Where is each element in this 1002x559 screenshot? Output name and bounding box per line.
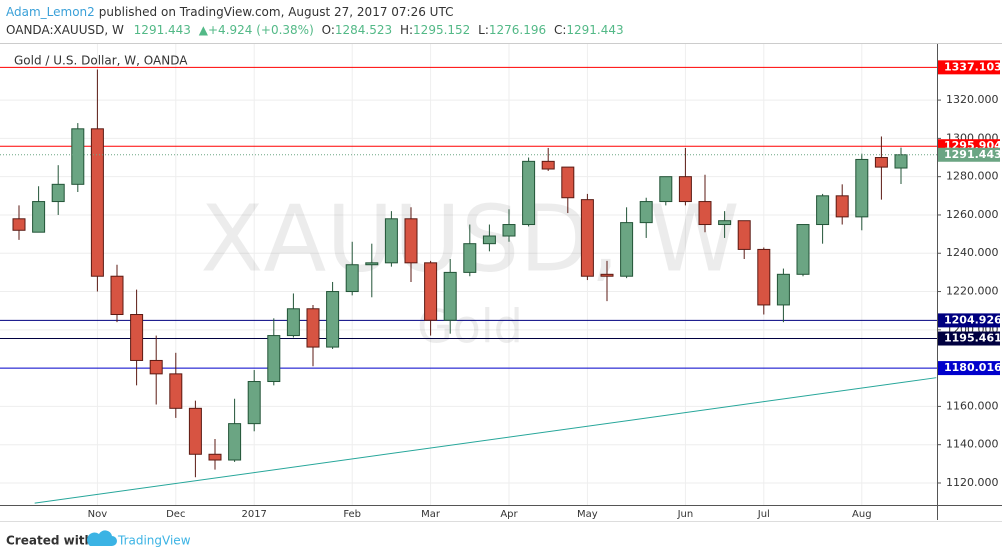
candle-body: [835, 195, 849, 218]
ohlc-label: O:: [322, 23, 335, 37]
candle-body: [365, 262, 379, 266]
candle-body: [463, 243, 477, 273]
header-line: Adam_Lemon2 published on TradingView.com,…: [6, 5, 453, 19]
footer-created: Created with: [6, 534, 93, 548]
candle-body: [620, 222, 634, 277]
price-label-bg: [938, 60, 1000, 75]
y-tick-label: 1260.000: [946, 208, 999, 221]
candle-body: [247, 381, 261, 425]
candle-body: [776, 273, 790, 306]
candle-body: [169, 373, 183, 409]
candle-body: [639, 201, 653, 224]
candle-body: [561, 166, 575, 199]
candle-body: [443, 271, 457, 321]
candle-body: [600, 273, 614, 277]
x-tick-label: Nov: [88, 509, 108, 520]
axes: 1120.0001140.0001160.0001180.0001200.000…: [88, 60, 1002, 520]
candle-body: [522, 160, 536, 226]
x-tick-label: Jul: [757, 509, 770, 520]
price-label-bg: [938, 331, 1000, 346]
up-arrow: ▲: [199, 23, 209, 37]
change: +4.924 (+0.38%): [208, 23, 314, 37]
trendline: [34, 377, 937, 504]
candle-body: [659, 176, 673, 203]
price-label-bg: [938, 313, 1000, 328]
price-label-bg: [938, 147, 1000, 162]
price-label: 1204.926: [944, 313, 1002, 326]
candle-body: [404, 218, 418, 264]
candle-body: [424, 262, 438, 321]
tradingview-logo: [87, 530, 117, 546]
price-label: 1291.443: [944, 148, 1002, 161]
candle-body: [286, 308, 300, 337]
candle-body: [71, 128, 85, 185]
y-tick-label: 1120.000: [946, 476, 999, 489]
x-tick-label: May: [577, 509, 598, 520]
candle-body: [796, 224, 810, 275]
candle-body: [541, 160, 555, 170]
price-label: 1195.461: [944, 332, 1002, 345]
candle-body: [228, 423, 242, 461]
author[interactable]: Adam_Lemon2: [6, 5, 95, 19]
footer-brand[interactable]: TradingView: [117, 534, 191, 548]
candle-body: [757, 248, 771, 306]
ohlc-value: 1295.152: [413, 23, 470, 37]
candle-body: [110, 275, 124, 316]
candle-body: [737, 220, 751, 250]
candle-body: [502, 224, 516, 237]
symbol-line: OANDA:XAUUSD, W 1291.443 ▲+4.924 (+0.38%…: [6, 23, 624, 37]
y-tick-label: 1320.000: [946, 93, 999, 106]
x-tick-label: 2017: [241, 509, 266, 520]
ohlc-value: 1291.443: [566, 23, 623, 37]
ohlc-value: 1284.523: [335, 23, 392, 37]
symbol: OANDA:XAUUSD, W: [6, 23, 124, 37]
price-label: 1180.016: [944, 361, 1002, 374]
candle-body: [482, 235, 496, 245]
candle-body: [208, 453, 222, 461]
candle-body: [855, 158, 869, 218]
candle-body: [678, 176, 692, 203]
price-label: 1337.103: [944, 60, 1002, 73]
candle-body: [894, 154, 908, 169]
candle-body: [149, 359, 163, 375]
y-tick-label: 1140.000: [946, 438, 999, 451]
candle-body: [698, 201, 712, 226]
x-tick-label: Aug: [852, 509, 872, 520]
x-tick-label: Dec: [166, 509, 185, 520]
candle-body: [267, 335, 281, 383]
candle-body: [816, 195, 830, 226]
ohlc-label: H:: [400, 23, 413, 37]
candle-body: [51, 183, 65, 203]
candle-body: [345, 264, 359, 293]
x-tick-label: Mar: [421, 509, 441, 520]
candle-body: [326, 291, 340, 348]
ohlc-label: L:: [478, 23, 489, 37]
last-price: 1291.443: [134, 23, 191, 37]
x-tick-label: Feb: [343, 509, 361, 520]
candle-body: [188, 407, 202, 455]
chart-title: Gold / U.S. Dollar, W, OANDA: [14, 54, 188, 68]
plot: [0, 66, 937, 504]
published: published on TradingView.com, August 27,…: [99, 5, 454, 19]
y-tick-label: 1160.000: [946, 399, 999, 412]
y-tick-label: 1280.000: [946, 170, 999, 183]
candle-body: [32, 201, 46, 233]
y-tick-label: 1240.000: [946, 246, 999, 259]
candle-body: [874, 157, 888, 168]
candle-body: [384, 218, 398, 264]
candle-body: [130, 314, 144, 361]
price-label-bg: [938, 361, 1000, 376]
x-tick-label: Jun: [677, 509, 694, 520]
candle-body: [580, 199, 594, 277]
ohlc-label: C:: [554, 23, 566, 37]
candle-body: [718, 220, 732, 226]
candle-body: [306, 308, 320, 348]
x-tick-label: Apr: [500, 509, 518, 520]
candle-body: [12, 218, 26, 231]
y-tick-label: 1220.000: [946, 285, 999, 298]
candle-body: [90, 128, 104, 277]
ohlc-value: 1276.196: [489, 23, 546, 37]
